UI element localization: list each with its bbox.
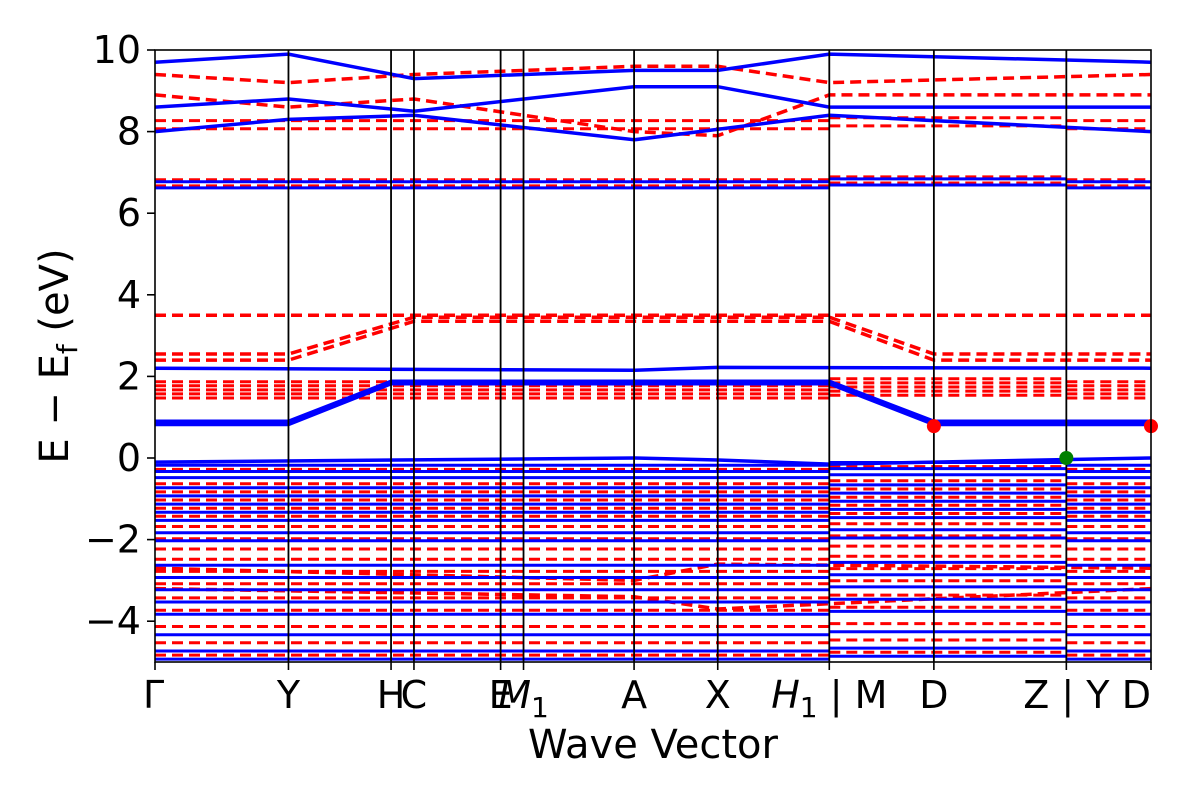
y-tick-label-0: −4 bbox=[85, 599, 141, 643]
x-tick-label-4: E bbox=[489, 673, 513, 717]
dashed-band-6 bbox=[155, 586, 1151, 611]
y-tick-label-4: 4 bbox=[117, 273, 141, 317]
y-tick-label-3: 2 bbox=[117, 354, 141, 398]
y-axis-title-sub: f bbox=[51, 343, 84, 354]
solid-band-5 bbox=[155, 84, 1151, 113]
dashed-band-0 bbox=[155, 319, 1151, 362]
solid-band-1 bbox=[155, 379, 1151, 424]
marker-2 bbox=[1059, 451, 1074, 465]
kpoint-lines-group bbox=[287, 50, 1068, 662]
x-tick-label-7: X bbox=[705, 673, 731, 717]
y-tick-label-7: 10 bbox=[93, 28, 141, 72]
y-axis-title-unit: (eV) bbox=[32, 248, 78, 331]
x-tick-label-8-suffix: | M bbox=[818, 673, 888, 718]
marker-0 bbox=[926, 419, 941, 434]
y-tick-label-2: 0 bbox=[117, 436, 141, 480]
y-tick-label-1: −2 bbox=[85, 518, 141, 562]
x-tick-label-5: M1 bbox=[498, 673, 549, 724]
x-tick-label-0: Γ bbox=[143, 673, 164, 717]
x-tick-label-9: D bbox=[919, 673, 948, 717]
y-tick-label-6: 8 bbox=[117, 110, 141, 154]
x-axis-title: Wave Vector bbox=[528, 722, 779, 768]
x-tick-label-6: A bbox=[621, 673, 647, 717]
x-tick-label-5-main: M bbox=[498, 673, 531, 717]
x-tick-label-3: C bbox=[401, 673, 428, 717]
solid-band-2 bbox=[155, 365, 1151, 373]
y-axis: −4 −2 0 2 4 6 8 10 bbox=[85, 28, 155, 643]
x-tick-label-10: Z | Y bbox=[1023, 673, 1110, 718]
y-tick-label-5: 6 bbox=[117, 191, 141, 235]
x-tick-label-2: H bbox=[377, 673, 406, 717]
y-axis-title: E − Ef (eV) bbox=[32, 248, 84, 463]
solid-band-0 bbox=[155, 381, 1151, 427]
x-tick-label-5-sub: 1 bbox=[531, 691, 549, 724]
dashed-band-1 bbox=[155, 315, 1151, 356]
y-axis-title-main: E − E bbox=[32, 354, 78, 464]
plot-frame bbox=[154, 49, 1152, 663]
x-tick-label-8-main: H bbox=[771, 673, 800, 717]
x-tick-label-8-sub: 1 bbox=[800, 691, 818, 724]
y-axis-title-space bbox=[32, 332, 78, 345]
x-tick-label-8: H1 | M bbox=[771, 673, 887, 724]
x-tick-label-11: D bbox=[1122, 673, 1151, 717]
x-tick-label-1: Y bbox=[276, 673, 301, 717]
dashed-band-5 bbox=[155, 562, 1151, 583]
